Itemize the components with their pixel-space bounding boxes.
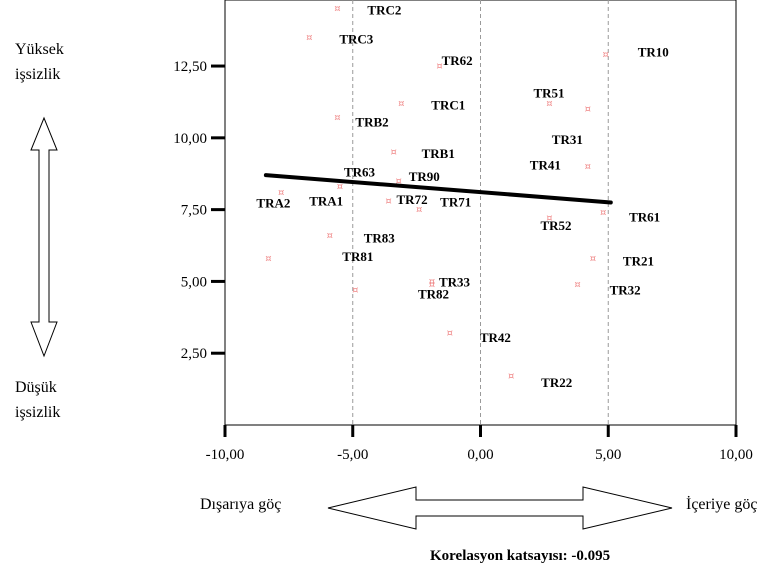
data-point-label: TR31 (552, 132, 583, 147)
data-point-marker: ¤ (574, 279, 580, 290)
data-point-label: TR90 (409, 169, 440, 184)
y-tick-label: 12,50 (173, 59, 207, 75)
x-tick-label: 5,00 (595, 447, 621, 463)
data-point-marker: ¤ (416, 205, 422, 216)
data-point-marker: ¤ (334, 4, 340, 15)
data-point-marker: ¤ (447, 328, 453, 339)
horizontal-double-arrow (327, 486, 673, 530)
data-point-label: TR82 (418, 286, 449, 301)
data-point-label: TRC3 (339, 31, 373, 46)
data-point-label: TR51 (533, 85, 564, 100)
y-tick-label: 10,00 (173, 131, 207, 147)
data-point-marker: ¤ (590, 253, 596, 264)
data-point-marker: ¤ (337, 182, 343, 193)
out-migration-label: Dışarıya göç (200, 496, 282, 513)
data-point-label: TR81 (342, 249, 373, 264)
data-point-label: TR72 (397, 192, 428, 207)
data-point-label: TR22 (541, 375, 572, 390)
data-point-marker: ¤ (385, 196, 391, 207)
data-point-marker: ¤ (398, 98, 404, 109)
data-point-label: TR62 (442, 53, 473, 68)
data-point-marker: ¤ (390, 147, 396, 158)
data-point-label: TR42 (480, 330, 511, 345)
trend-line-group (263, 173, 613, 205)
data-point-label: TRC2 (367, 3, 401, 18)
data-point-marker: ¤ (436, 61, 442, 72)
data-point-label: TRA2 (256, 195, 290, 210)
x-tick-label: 0,00 (467, 447, 493, 463)
vertical-double-arrow (30, 116, 58, 358)
grid-lines (352, 0, 609, 425)
data-points: ¤ TRC2¤ TRC3¤TR62 ¤ TR10¤TR51¤ TRC1¤ TRB2¤TR31… (256, 3, 668, 391)
high-unemployment-line1: Yüksek (15, 41, 64, 58)
data-point-marker: ¤ (429, 276, 435, 287)
direction-arrows (30, 116, 673, 530)
data-point-label: TRC1 (431, 97, 465, 112)
data-point-marker: ¤ (585, 162, 591, 173)
trend-line (263, 173, 613, 205)
data-point-marker: ¤ (508, 371, 514, 382)
data-point-label: TR52 (540, 218, 571, 233)
data-point-label: TRB2 (355, 115, 388, 130)
data-point-marker: ¤ (429, 279, 435, 290)
correlation-coefficient: Korelasyon katsayısı: -0.095 (430, 548, 611, 564)
data-point-label: TR10 (638, 45, 669, 60)
data-point-label: TR83 (364, 230, 396, 245)
low-unemployment-label: Düşük işsizlik (15, 375, 60, 425)
data-point-marker: ¤ (585, 104, 591, 115)
high-unemployment-line2: işsizlik (15, 66, 61, 83)
data-point-label: TR33 (439, 274, 471, 289)
data-point-marker: ¤ (600, 208, 606, 219)
data-point-label: TR63 (344, 165, 376, 180)
x-tick-label: -5,00 (337, 447, 368, 463)
data-point-label: TRB1 (422, 146, 455, 161)
data-point-marker: ¤ (306, 32, 312, 43)
data-point-marker: ¤ (265, 253, 271, 264)
in-migration-label: İçeriye göç (686, 496, 758, 513)
data-point-marker: ¤ (278, 187, 284, 198)
x-tick-label: 10,00 (719, 447, 753, 463)
data-point-marker: ¤ (603, 50, 609, 61)
data-point-label: TRA1 (309, 193, 343, 208)
y-tick-label: 2,50 (181, 346, 207, 362)
data-point-label: TR61 (629, 210, 660, 225)
high-unemployment-label: Yüksek işsizlik (15, 37, 64, 87)
y-tick-label: 7,50 (181, 203, 207, 219)
data-point-marker: ¤ (327, 230, 333, 241)
low-unemployment-line1: Düşük (15, 379, 57, 396)
low-unemployment-line2: işsizlik (15, 404, 61, 421)
axes: -10,00 -5,00 0,00 5,00 10,00 2,50 5,00 7,50 10,0… (173, 59, 753, 463)
data-point-marker: ¤ (546, 98, 552, 109)
data-point-label: TR21 (623, 253, 654, 268)
x-tick-label: -10,00 (206, 447, 245, 463)
data-point-marker: ¤ (396, 176, 402, 187)
data-point-marker: ¤ (334, 113, 340, 124)
data-point-marker: ¤ (546, 213, 552, 224)
y-tick-label: 5,00 (181, 274, 207, 290)
data-point-label: TR71 (440, 195, 471, 210)
data-point-label: TR32 (610, 282, 641, 297)
data-point-marker: ¤ (352, 285, 358, 296)
data-point-label: TR41 (530, 158, 561, 173)
